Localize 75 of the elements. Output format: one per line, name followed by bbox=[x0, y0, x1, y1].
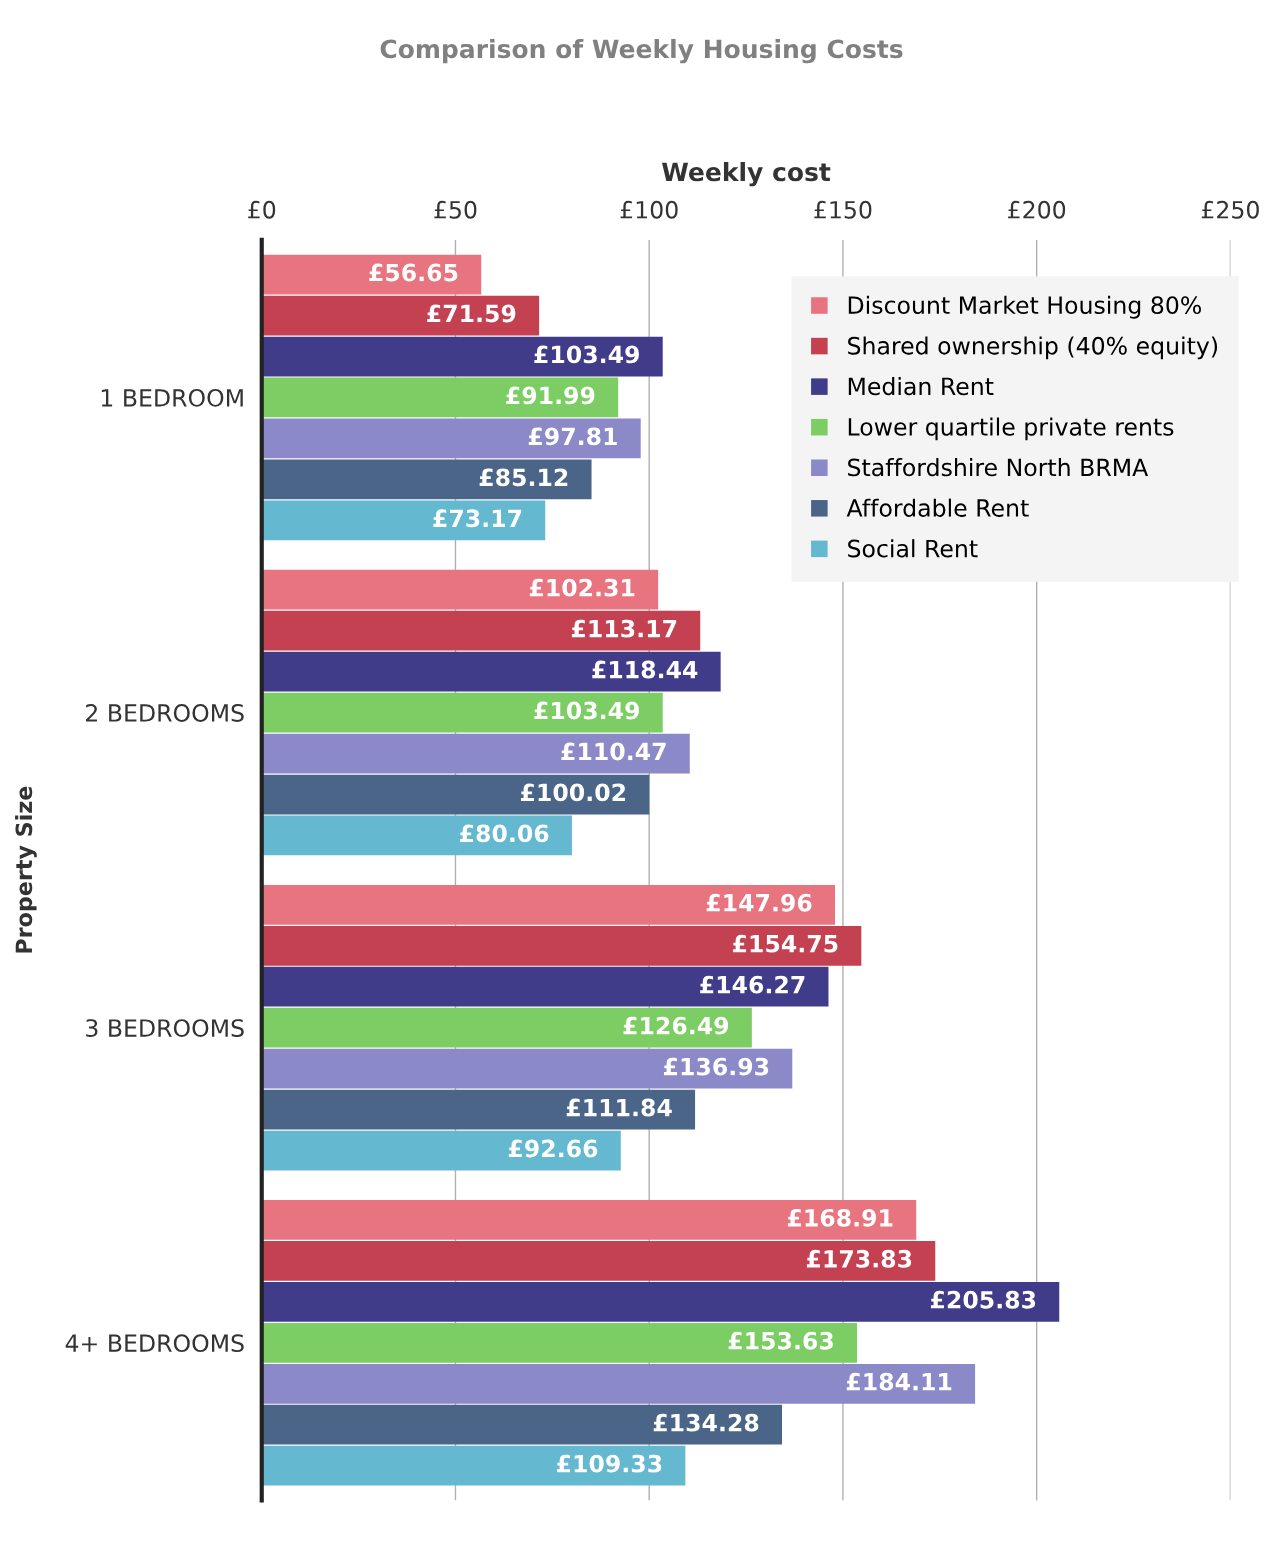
legend-label: Staffordshire North BRMA bbox=[848, 458, 1149, 477]
data-label: £136.93 bbox=[663, 1057, 769, 1076]
data-label: £173.83 bbox=[806, 1249, 912, 1268]
data-label: £205.83 bbox=[930, 1290, 1036, 1309]
bar bbox=[261, 651, 721, 692]
data-label: £102.31 bbox=[529, 578, 635, 597]
data-label: £110.47 bbox=[561, 742, 666, 761]
data-label: £71.59 bbox=[427, 304, 516, 323]
bar bbox=[261, 377, 619, 418]
legend-label: Discount Market Housing 80% bbox=[848, 295, 1201, 319]
data-label: £85.12 bbox=[479, 468, 568, 487]
bar bbox=[261, 966, 829, 1007]
x-tick-label: £150 bbox=[814, 200, 872, 219]
bar bbox=[261, 1130, 621, 1171]
data-label: £118.44 bbox=[592, 660, 698, 679]
x-tick-label: £250 bbox=[1201, 200, 1259, 219]
bar bbox=[261, 500, 546, 541]
legend-label: Affordable Rent bbox=[846, 498, 1029, 517]
bar bbox=[261, 884, 836, 925]
legend-label: Social Rent bbox=[848, 539, 978, 558]
data-label: £134.28 bbox=[653, 1413, 759, 1432]
legend-label: Lower quartile private rents bbox=[848, 417, 1174, 441]
bar bbox=[261, 1322, 857, 1363]
data-label: £56.65 bbox=[369, 263, 458, 282]
data-label: £80.06 bbox=[460, 824, 549, 843]
data-label: £109.33 bbox=[557, 1454, 662, 1473]
data-label: £168.91 bbox=[787, 1208, 893, 1227]
bar bbox=[261, 733, 690, 774]
bar bbox=[261, 692, 663, 733]
data-label: £103.49 bbox=[534, 701, 639, 720]
bar bbox=[261, 1089, 696, 1130]
bar bbox=[261, 815, 572, 856]
x-axis-title: Weekly cost bbox=[662, 161, 831, 187]
y-tick-label: 3 BEDROOMS bbox=[86, 1019, 244, 1037]
x-tick-label: £100 bbox=[620, 200, 678, 219]
bar bbox=[261, 418, 641, 459]
bar bbox=[261, 1241, 936, 1281]
data-label: £184.11 bbox=[846, 1372, 952, 1391]
data-label: £146.27 bbox=[700, 975, 805, 994]
bar bbox=[261, 459, 592, 500]
bar bbox=[261, 1404, 783, 1445]
bar bbox=[261, 1445, 686, 1486]
y-tick-label: 1 BEDROOM bbox=[101, 388, 243, 407]
data-label: £73.17 bbox=[433, 509, 522, 528]
data-label: £111.84 bbox=[566, 1098, 672, 1117]
data-label: £154.75 bbox=[733, 934, 838, 953]
x-tick-label: £0 bbox=[248, 200, 276, 219]
bar bbox=[261, 336, 663, 377]
x-tick-label: £200 bbox=[1008, 200, 1066, 219]
data-label: £113.17 bbox=[571, 619, 677, 638]
chart-title: Comparison of Weekly Housing Costs bbox=[380, 38, 903, 64]
y-axis-title: Property Size bbox=[15, 786, 37, 953]
x-tick-label: £50 bbox=[434, 200, 477, 219]
data-label: £91.99 bbox=[506, 386, 595, 405]
bar bbox=[261, 1200, 917, 1240]
bar bbox=[261, 1363, 976, 1404]
data-label: £92.66 bbox=[508, 1139, 598, 1158]
legend-label: Shared ownership (40% equity) bbox=[848, 336, 1218, 360]
data-label: £97.81 bbox=[528, 427, 617, 446]
bar bbox=[261, 1281, 1060, 1322]
bar bbox=[261, 295, 540, 336]
legend-label: Median Rent bbox=[848, 376, 994, 396]
bar bbox=[261, 569, 659, 610]
y-tick-label: 2 BEDROOMS bbox=[86, 704, 244, 722]
y-tick-label: 4+ BEDROOMS bbox=[65, 1334, 244, 1353]
data-label: £103.49 bbox=[534, 345, 639, 364]
bar bbox=[261, 1048, 793, 1089]
bar bbox=[261, 774, 650, 815]
data-label: £100.02 bbox=[520, 783, 626, 802]
bar bbox=[261, 925, 862, 966]
bar bbox=[261, 610, 701, 651]
bar bbox=[261, 1007, 752, 1048]
data-label: £147.96 bbox=[706, 893, 812, 912]
data-label: £126.49 bbox=[623, 1016, 729, 1035]
data-label: £153.63 bbox=[728, 1331, 833, 1350]
